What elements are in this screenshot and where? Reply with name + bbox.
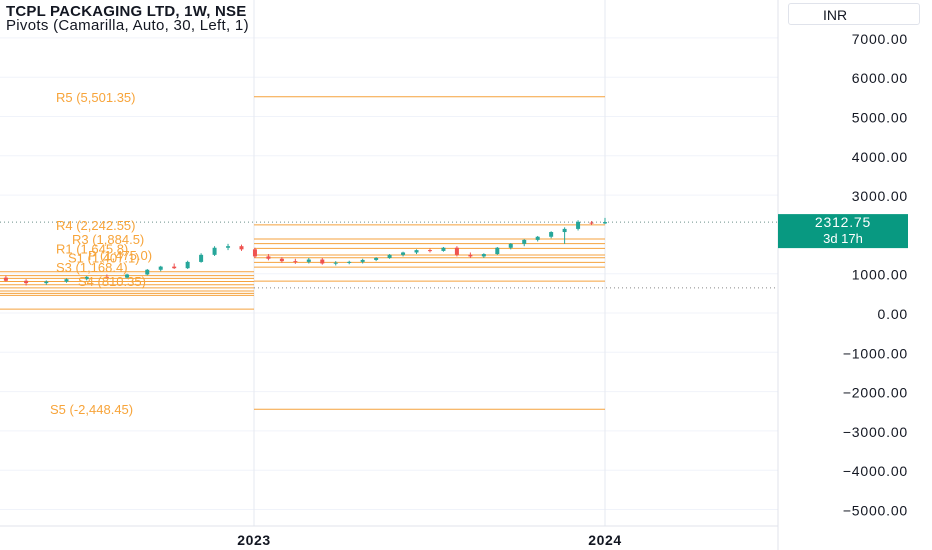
candle-body: [84, 276, 89, 280]
candle-body: [535, 236, 540, 240]
pivot-label: R5 (5,501.35): [56, 90, 136, 105]
indicator-label[interactable]: Pivots (Camarilla, Auto, 30, Left, 1): [6, 17, 249, 34]
candle-body: [508, 243, 513, 248]
candle-body: [387, 254, 392, 258]
candle-body: [495, 247, 500, 255]
candle-body: [549, 232, 554, 237]
currency-selector[interactable]: INR: [788, 3, 920, 25]
candle-body: [603, 222, 607, 224]
candle-body: [185, 261, 190, 269]
y-tick-label: 1000.00: [852, 267, 908, 283]
candle-body: [158, 266, 163, 270]
candle-body: [279, 258, 284, 262]
y-tick-label: 5000.00: [852, 110, 908, 126]
candle-body: [481, 254, 486, 257]
candle-body: [306, 259, 311, 262]
candle-body: [172, 266, 177, 269]
last-price-value: 2312.75: [815, 214, 871, 230]
candle-body: [24, 280, 29, 284]
y-tick-label: 6000.00: [852, 70, 908, 86]
y-tick-label: −3000.00: [843, 424, 908, 440]
candle-body: [427, 250, 432, 252]
bar-countdown: 3d 17h: [823, 231, 863, 246]
candle-body: [576, 221, 581, 229]
chart-title: TCPL PACKAGING LTD, 1W, NSE: [6, 3, 247, 20]
last-price-badge: [778, 214, 908, 249]
candle-body: [226, 246, 231, 248]
candle-body: [64, 279, 69, 282]
y-tick-label: −1000.00: [843, 345, 908, 361]
candle-body: [562, 228, 567, 233]
y-tick-label: 0.00: [878, 306, 908, 322]
pivot-label: P (1,475.0): [88, 248, 152, 263]
candle-body: [199, 254, 204, 262]
candle-body: [266, 256, 271, 259]
y-tick-label: 3000.00: [852, 188, 908, 204]
candle-body: [252, 249, 257, 257]
pivot-label: R1 (1,645.8): [56, 241, 128, 256]
candle-body: [589, 222, 594, 224]
candle-body: [212, 247, 217, 255]
y-tick-label: −5000.00: [843, 503, 908, 519]
candle-body: [125, 274, 130, 278]
candle-body: [239, 246, 244, 250]
candle-body: [468, 254, 473, 257]
candle-body: [441, 247, 446, 251]
pivot-label: S4 (810.35): [78, 274, 146, 289]
candle-body: [522, 239, 527, 244]
candle-body: [44, 281, 49, 284]
candle-body: [320, 259, 325, 264]
x-tick-label: 2024: [588, 532, 622, 548]
y-tick-label: −4000.00: [843, 463, 908, 479]
candle-body: [360, 259, 365, 262]
candle-body: [454, 247, 459, 255]
candle-body: [374, 257, 379, 260]
y-tick-label: −2000.00: [843, 385, 908, 401]
y-tick-label: 4000.00: [852, 149, 908, 165]
pivot-label: R4 (2,242.55): [56, 218, 136, 233]
candle-body: [104, 276, 109, 278]
candle-body: [414, 250, 419, 253]
x-tick-label: 2023: [237, 532, 271, 548]
y-tick-label: 7000.00: [852, 31, 908, 47]
candle-body: [293, 261, 298, 263]
pivot-label: S3 (1,168.4): [56, 260, 128, 275]
candle-body: [333, 262, 338, 264]
candle-body: [401, 252, 406, 255]
candle-body: [3, 277, 8, 281]
candle-body: [347, 261, 352, 263]
candle-body: [145, 269, 150, 275]
pivot-label: S5 (-2,448.45): [50, 402, 133, 417]
pivot-label: R3 (1,884.5): [72, 232, 144, 247]
pivot-label: S1 (1,407.1): [68, 251, 140, 266]
